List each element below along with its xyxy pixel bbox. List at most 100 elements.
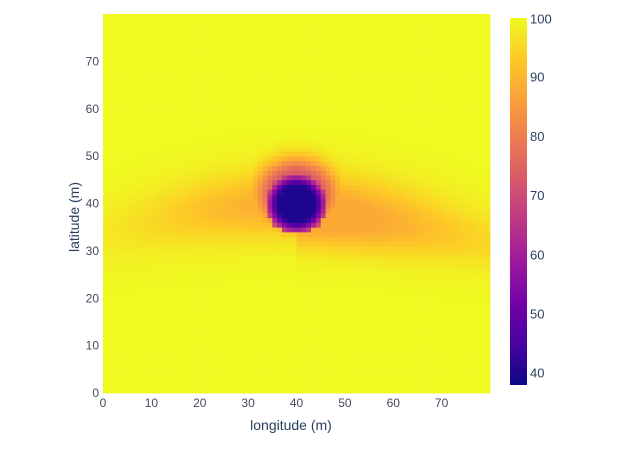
heatmap-cell — [156, 113, 162, 119]
heatmap-cell — [136, 312, 143, 318]
heatmap-cell — [238, 198, 244, 204]
heatmap-cell — [475, 383, 481, 389]
heatmap-cell — [175, 302, 181, 309]
heatmap-cell — [369, 146, 375, 152]
heatmap-cell — [257, 388, 264, 394]
heatmap-cell — [465, 184, 472, 190]
heatmap-cell — [349, 122, 355, 129]
heatmap-cell — [136, 146, 143, 152]
heatmap-cell — [335, 104, 341, 110]
heatmap-cell — [412, 165, 418, 171]
heatmap-cell — [460, 212, 467, 219]
heatmap-cell — [441, 146, 447, 152]
heatmap-cell — [281, 312, 288, 318]
heatmap-cell — [146, 269, 152, 275]
heatmap-cell — [296, 222, 302, 228]
heatmap-cell — [151, 274, 157, 280]
heatmap-cell — [204, 212, 210, 219]
heatmap-cell — [219, 307, 225, 313]
heatmap-cell — [422, 246, 428, 252]
heatmap-cell — [103, 246, 109, 252]
heatmap-cell — [175, 260, 181, 266]
heatmap-cell — [311, 141, 317, 148]
heatmap-cell — [335, 146, 341, 152]
heatmap-cell — [407, 236, 413, 242]
heatmap-cell — [344, 326, 351, 332]
heatmap-cell — [373, 364, 380, 370]
heatmap-cell — [388, 250, 394, 257]
heatmap-cell — [315, 321, 322, 328]
heatmap-cell — [296, 170, 302, 176]
heatmap-cell — [132, 260, 138, 266]
heatmap-cell — [223, 189, 230, 195]
heatmap-cell — [480, 265, 486, 271]
heatmap-cell — [393, 175, 399, 181]
heatmap-cell — [475, 241, 481, 247]
heatmap-cell — [359, 388, 365, 394]
heatmap-cell — [267, 369, 273, 375]
heatmap-cell — [349, 279, 355, 285]
heatmap-cell — [219, 274, 225, 280]
heatmap-cell — [349, 241, 355, 247]
heatmap-cell — [427, 113, 433, 119]
heatmap-cell — [267, 222, 273, 228]
heatmap-cell — [427, 222, 433, 228]
heatmap-cell — [132, 255, 138, 261]
heatmap-cell — [340, 151, 346, 157]
heatmap-cell — [180, 369, 186, 375]
heatmap-cell — [369, 369, 375, 375]
heatmap-cell — [136, 175, 143, 181]
heatmap-cell — [185, 194, 191, 200]
heatmap-cell — [146, 302, 152, 309]
heatmap-cell — [431, 198, 438, 204]
heatmap-cell — [369, 284, 375, 290]
heatmap-cell — [122, 165, 128, 171]
heatmap-cell — [238, 288, 244, 294]
heatmap-cell — [485, 146, 491, 152]
heatmap-cell — [219, 127, 225, 133]
heatmap-cell — [393, 302, 399, 309]
heatmap-cell — [431, 165, 438, 171]
heatmap-cell — [344, 132, 351, 138]
heatmap-cell — [480, 104, 486, 110]
heatmap-cell — [320, 378, 326, 384]
heatmap-cell — [349, 179, 355, 185]
heatmap-cell — [325, 170, 331, 176]
heatmap-cell — [243, 355, 249, 361]
heatmap-cell — [185, 137, 191, 143]
heatmap-cell — [248, 260, 254, 266]
heatmap-cell — [199, 227, 205, 233]
heatmap-cell — [412, 198, 418, 204]
heatmap-cell — [204, 127, 210, 133]
heatmap-cell — [185, 108, 191, 114]
heatmap-cell — [185, 175, 191, 181]
heatmap-cell — [311, 175, 317, 181]
heatmap-cell — [388, 189, 394, 195]
heatmap-cell — [306, 236, 312, 242]
heatmap-cell — [170, 326, 176, 332]
heatmap-cell — [122, 302, 128, 309]
heatmap-cell — [243, 104, 249, 110]
heatmap-cell — [165, 241, 172, 247]
heatmap-cell — [441, 170, 447, 176]
heatmap-cell — [485, 127, 491, 133]
heatmap-cell — [286, 170, 293, 176]
heatmap-cell — [165, 99, 172, 105]
heatmap-cell — [262, 179, 268, 185]
heatmap-cell — [383, 212, 389, 219]
heatmap-cell — [431, 331, 438, 337]
heatmap-cell — [180, 132, 186, 138]
heatmap-cell — [252, 260, 259, 266]
heatmap-cell — [330, 336, 336, 342]
heatmap-cell — [402, 326, 409, 332]
heatmap-cell — [286, 141, 293, 148]
heatmap-cell — [151, 99, 157, 105]
heatmap-cell — [214, 350, 220, 356]
heatmap-cell — [136, 198, 143, 204]
heatmap-cell — [369, 350, 375, 356]
heatmap-cell — [306, 231, 312, 238]
heatmap-cell — [117, 99, 123, 105]
heatmap-cell — [223, 104, 230, 110]
heatmap-cell — [165, 104, 172, 110]
heatmap-cell — [398, 222, 404, 228]
